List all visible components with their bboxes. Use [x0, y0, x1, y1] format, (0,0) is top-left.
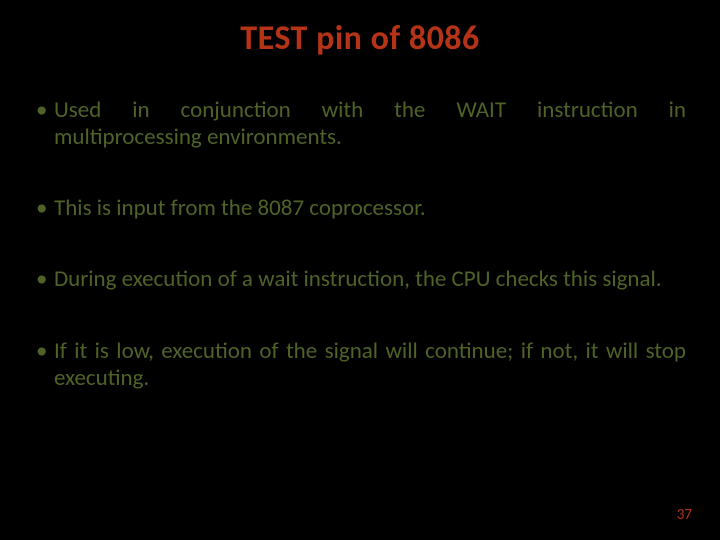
slide-title: TEST pin of 8086 [34, 18, 686, 59]
bullet-1-line-1: Used in conjunction with the WAIT instru… [54, 97, 686, 124]
bullet-item-4: If it is low, execution of the signal wi… [34, 338, 686, 392]
bullet-1-line-2: multiprocessing environments. [54, 124, 686, 151]
page-number: 37 [677, 506, 692, 524]
bullet-item-3: During execution of a wait instruction, … [34, 266, 686, 293]
bullet-item-2: This is input from the 8087 coprocessor. [34, 195, 686, 222]
bullet-item-1: Used in conjunction with the WAIT instru… [34, 97, 686, 151]
slide: TEST pin of 8086 Used in conjunction wit… [0, 0, 720, 540]
bullet-list: Used in conjunction with the WAIT instru… [34, 97, 686, 392]
